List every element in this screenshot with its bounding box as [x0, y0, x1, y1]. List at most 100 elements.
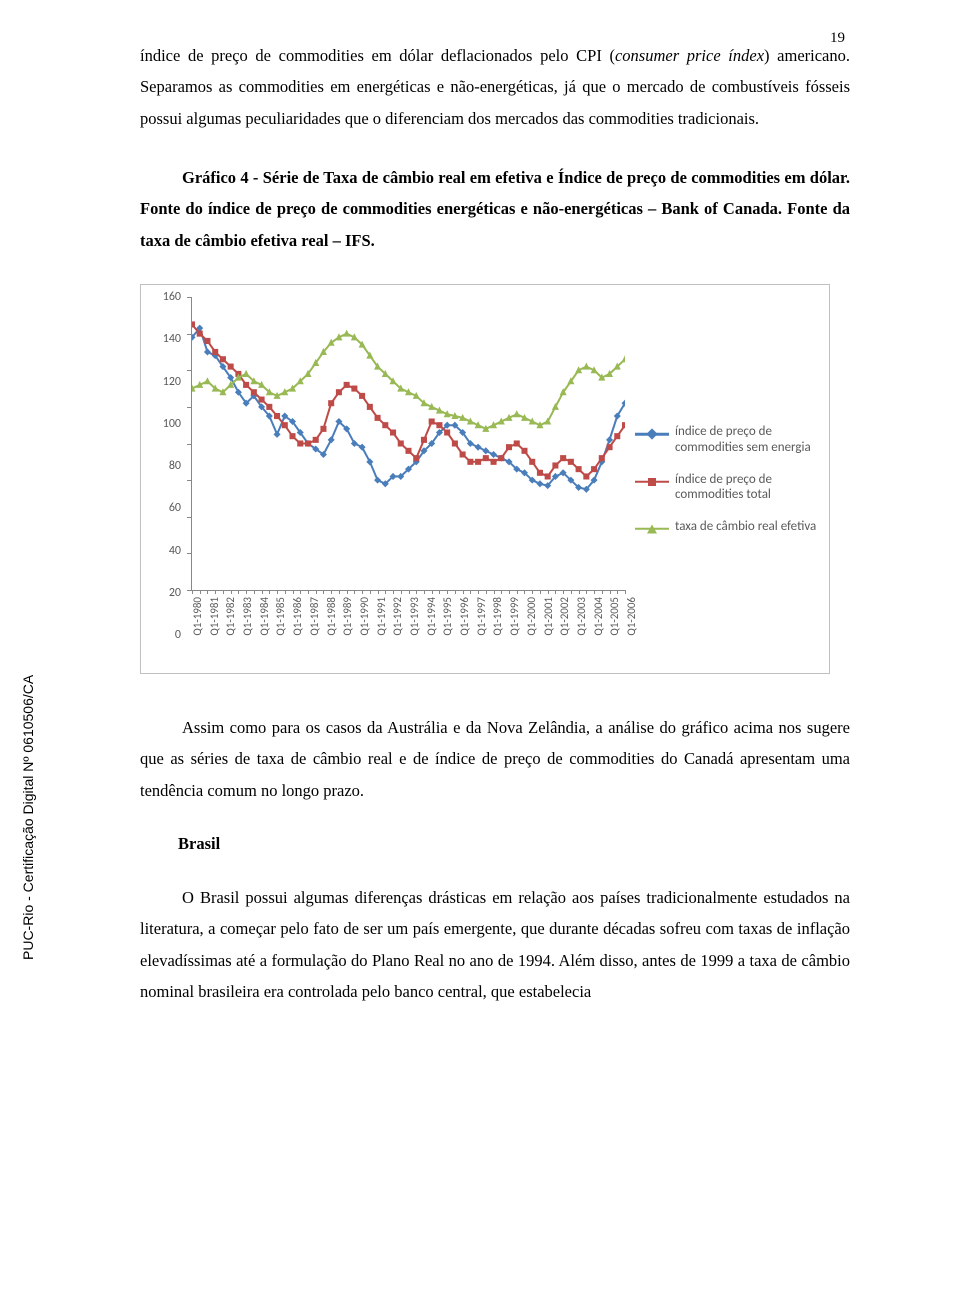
series-marker	[398, 441, 404, 447]
series-marker	[220, 356, 226, 362]
legend-item: índice de preço de commodities sem energ…	[635, 424, 817, 455]
series-marker	[266, 404, 272, 410]
series-marker	[568, 459, 574, 465]
series-marker	[405, 448, 411, 454]
series-marker	[336, 389, 342, 395]
x-tick-label: Q1-2001	[542, 597, 555, 636]
y-tick-label: 40	[169, 544, 181, 558]
chart-svg	[192, 297, 625, 590]
diamond-icon	[646, 429, 657, 440]
series-marker	[367, 404, 373, 410]
x-tick-label: Q1-1986	[291, 597, 304, 636]
series-marker	[514, 441, 520, 447]
x-tick-label: Q1-1993	[408, 597, 421, 636]
legend-label: índice de preço de commodities sem energ…	[675, 424, 817, 455]
series-marker	[243, 370, 250, 377]
series-marker	[537, 470, 543, 476]
series-marker	[529, 459, 535, 465]
series-marker	[413, 455, 419, 461]
series-marker	[204, 338, 210, 344]
series-marker	[614, 433, 620, 439]
series-marker	[343, 330, 350, 337]
series-marker	[591, 466, 597, 472]
y-tick-label: 60	[169, 501, 181, 515]
y-tick	[187, 480, 192, 481]
square-icon	[648, 478, 656, 486]
chart-inner: 020406080100120140160 Q1-1980Q1-1981Q1-1…	[153, 297, 817, 663]
series-marker	[351, 386, 357, 392]
series-marker	[491, 459, 497, 465]
y-tick-label: 80	[169, 459, 181, 473]
y-axis-labels: 020406080100120140160	[153, 297, 187, 635]
x-tick-label: Q1-1980	[191, 597, 204, 636]
series-marker	[498, 455, 504, 461]
series-marker	[382, 422, 388, 428]
x-tick-label: Q1-1981	[208, 597, 221, 636]
x-tick-label: Q1-1990	[358, 597, 371, 636]
series-marker	[204, 348, 211, 355]
x-tick-label: Q1-1984	[258, 597, 271, 636]
legend-marker	[635, 427, 669, 441]
series-marker	[460, 452, 466, 458]
series-marker	[483, 455, 489, 461]
x-tick-label: Q1-2002	[558, 597, 571, 636]
series-marker	[305, 441, 311, 447]
series-marker	[274, 431, 281, 438]
x-tick-label: Q1-1985	[274, 597, 287, 636]
y-tick	[187, 297, 192, 298]
chart-plot-area: 020406080100120140160 Q1-1980Q1-1981Q1-1…	[153, 297, 625, 663]
x-tick-label: Q1-1992	[391, 597, 404, 636]
series-marker	[444, 430, 450, 436]
series-marker	[421, 437, 427, 443]
series-marker	[297, 441, 303, 447]
x-tick-label: Q1-1983	[241, 597, 254, 636]
vertical-certification-label: PUC-Rio - Certificação Digital Nº 061050…	[20, 675, 36, 960]
x-tick-label: Q1-2005	[608, 597, 621, 636]
series-marker	[475, 459, 481, 465]
series-marker	[192, 322, 195, 328]
chart-grafico-4: 020406080100120140160 Q1-1980Q1-1981Q1-1…	[140, 284, 830, 674]
x-tick-label: Q1-1999	[508, 597, 521, 636]
triangle-icon	[647, 524, 657, 533]
x-tick-label: Q1-1998	[491, 597, 504, 636]
series-marker	[359, 444, 366, 451]
series-marker	[490, 451, 497, 458]
x-tick-label: Q1-1991	[375, 597, 388, 636]
series-marker	[374, 477, 381, 484]
x-minor-tick	[625, 590, 626, 594]
y-tick	[187, 334, 192, 335]
subheading-brasil: Brasil	[178, 834, 850, 854]
x-tick-label: Q1-2003	[575, 597, 588, 636]
legend-item: índice de preço de commodities total	[635, 472, 817, 503]
paragraph-2: Assim como para os casos da Austrália e …	[140, 712, 850, 806]
y-tick	[187, 370, 192, 371]
series-marker	[344, 382, 350, 388]
y-tick	[187, 407, 192, 408]
series-marker	[366, 458, 373, 465]
y-tick-label: 120	[163, 375, 181, 389]
para1-italic: consumer price índex	[615, 46, 764, 65]
y-tick-label: 0	[175, 628, 181, 642]
x-tick-label: Q1-1987	[308, 597, 321, 636]
para1-text-a: índice de preço de commodities em dólar …	[140, 46, 615, 65]
x-axis-labels: Q1-1980Q1-1981Q1-1982Q1-1983Q1-1984Q1-19…	[191, 591, 625, 663]
series-marker	[621, 355, 625, 362]
series-marker	[552, 463, 558, 469]
series-marker	[212, 349, 218, 355]
plot-box	[191, 297, 625, 591]
series-marker	[467, 459, 473, 465]
page-number: 19	[830, 30, 845, 47]
series-line	[192, 328, 625, 489]
series-marker	[482, 447, 489, 454]
series-marker	[289, 433, 295, 439]
series-marker	[197, 331, 203, 337]
series-marker	[513, 410, 520, 417]
series-marker	[506, 444, 512, 450]
x-tick-label: Q1-2004	[592, 597, 605, 636]
x-tick-label: Q1-1996	[458, 597, 471, 636]
series-marker	[436, 422, 442, 428]
series-marker	[328, 400, 334, 406]
y-tick-label: 160	[163, 290, 181, 304]
y-tick-label: 100	[163, 417, 181, 431]
x-tick-label: Q1-2006	[625, 597, 638, 636]
